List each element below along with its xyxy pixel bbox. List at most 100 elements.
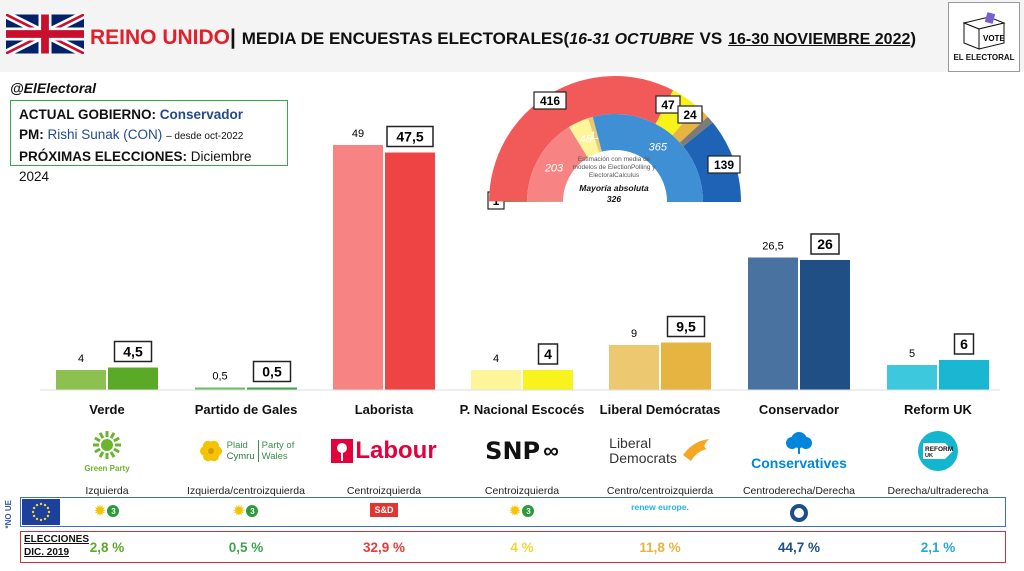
party-name-3: P. Nacional Escocés (459, 402, 585, 417)
party-logo-2: Labour (309, 426, 459, 476)
seat-outer-box-5 (707, 155, 741, 174)
party-logo-3: SNP ∞ (447, 426, 597, 476)
party-name-4: Liberal Demócratas (599, 402, 721, 417)
election-2019-value-2: 32,9 % (362, 540, 406, 555)
seat-outer-label-2: 47 (661, 98, 675, 112)
libdem-bird-icon (682, 439, 709, 461)
eu-star (31, 510, 35, 514)
eu-star (32, 514, 36, 518)
party-name-0: Verde (89, 402, 125, 417)
greens-efa-badge: 3 (107, 505, 120, 517)
sd-group-badge: S&D (370, 503, 398, 517)
seat-inner-label-4: 365 (649, 142, 668, 154)
seat-inner-label-1: 203 (544, 163, 564, 175)
election-2019-value-5: 44,7 % (777, 540, 821, 555)
seat-outer-label-3: 24 (683, 108, 697, 122)
eu-group-2: S&D (344, 503, 424, 517)
party-ideology-2: Centroizquierda (346, 485, 422, 497)
eu-star (43, 503, 47, 507)
eu-star (32, 506, 36, 510)
party-ideology-4: Centro/centroizquierda (606, 485, 714, 497)
next-election-value: Diciembre 2024 (19, 149, 252, 184)
party-name-2: Laborista (354, 402, 414, 417)
bar-curr-box-2 (386, 125, 434, 148)
eu-star (46, 514, 50, 518)
bar-curr-box-3 (537, 343, 559, 365)
bar-curr-4 (661, 342, 711, 390)
party-name-1: Partido de Gales (194, 402, 298, 417)
page-title: REINO UNIDO| MEDIA DE ENCUESTAS ELECTORA… (90, 26, 917, 49)
el-electoral-logo: VOTE EL ELECTORAL (948, 2, 1020, 72)
bar-prev-label-5: 26,5 (762, 241, 783, 253)
seat-inner-seg-1 (527, 126, 588, 202)
bar-prev-label-2: 49 (352, 128, 364, 140)
party-logo-0: Green Party (32, 426, 182, 476)
bar-prev-1 (195, 387, 245, 390)
greens-efa-badge: 3 (522, 505, 535, 517)
eu-star (39, 518, 43, 522)
elections-2019-label: ELECCIONES DIC. 2019 (24, 534, 90, 558)
logo-name: EL ELECTORAL (953, 53, 1015, 62)
bar-prev-3 (471, 370, 521, 390)
bar-curr-box-5 (810, 233, 840, 255)
election-2019-value-4: 11,8 % (639, 540, 681, 555)
seat-inner-label-2: 48 (580, 133, 593, 145)
bar-prev-6 (887, 365, 937, 390)
election-2019-value-6: 2,1 % (920, 540, 956, 555)
bar-prev-label-4: 9 (631, 328, 637, 340)
hemicycle-center (563, 150, 667, 202)
seat-outer-label-5: 139 (714, 158, 734, 172)
greens-efa-sun-icon: ✹ (233, 503, 245, 518)
bar-curr-box-1 (252, 360, 292, 383)
seat-outer-seg-4 (679, 116, 713, 147)
bar-prev-label-0: 4 (78, 353, 84, 365)
bar-curr-1 (247, 387, 297, 390)
greens-efa-sun-icon: ✹ (94, 503, 106, 518)
bar-prev-4 (609, 345, 659, 390)
twitter-handle: @ElElectoral (10, 80, 97, 96)
eu-group-5 (759, 503, 839, 523)
greens-efa-badge: 3 (246, 505, 259, 517)
bar-curr-0 (108, 367, 158, 390)
snp-symbol-icon: ∞ (543, 438, 559, 463)
svg-text:UK: UK (925, 453, 933, 459)
eu-star (47, 510, 51, 514)
seat-outer-box-1 (533, 91, 567, 110)
eu-star (46, 506, 50, 510)
bar-curr-box-4 (666, 315, 706, 338)
party-logo-1: Plaid Cymru Party of Wales (171, 426, 321, 476)
svg-text:REFORM: REFORM (925, 446, 953, 453)
svg-text:VOTE: VOTE (983, 34, 1005, 43)
uk-flag-icon (6, 14, 84, 54)
eu-group-0: ✹ 3 (67, 503, 147, 519)
bar-curr-label-5: 26 (817, 236, 833, 252)
seat-inner-seg-3 (588, 116, 602, 153)
bar-prev-label-1: 0,5 (212, 371, 227, 383)
government-box: ACTUAL GOBIERNO: Conservador PM: Rishi S… (10, 100, 288, 184)
bar-curr-2 (385, 152, 435, 390)
majority-value: 326 (606, 194, 622, 204)
party-logo-6: REFORM UK (863, 426, 1013, 476)
snp-logo-text: SNP (485, 437, 541, 465)
seat-outer-box-3 (677, 105, 703, 124)
party-logo-5: Conservatives (724, 426, 874, 476)
ecr-group-icon (790, 504, 808, 522)
party-ideology-5: Centroderecha/Derecha (742, 485, 856, 497)
bar-prev-5 (748, 257, 798, 390)
party-ideology-6: Derecha/ultraderecha (887, 485, 989, 497)
party-name-5: Conservador (758, 402, 840, 417)
bar-curr-label-6: 6 (960, 336, 968, 352)
bar-prev-label-3: 4 (493, 353, 499, 365)
gov-value: Conservador (159, 107, 244, 122)
bar-prev-label-6: 5 (909, 348, 915, 360)
bar-curr-label-4: 9,5 (676, 319, 696, 335)
eu-group-1: ✹ 3 (206, 503, 286, 519)
gov-label: ACTUAL GOBIERNO: (19, 107, 156, 122)
eu-star (43, 517, 47, 521)
seat-hemicycle: 1416472413912034811365 (487, 76, 741, 210)
seat-estimate-note: Estimación con media de modelos de Elect… (572, 156, 656, 179)
party-name-6: Reform UK (904, 402, 972, 417)
eu-flag-icon (22, 499, 60, 525)
renew-europe-badge: renew europe. (631, 502, 689, 512)
